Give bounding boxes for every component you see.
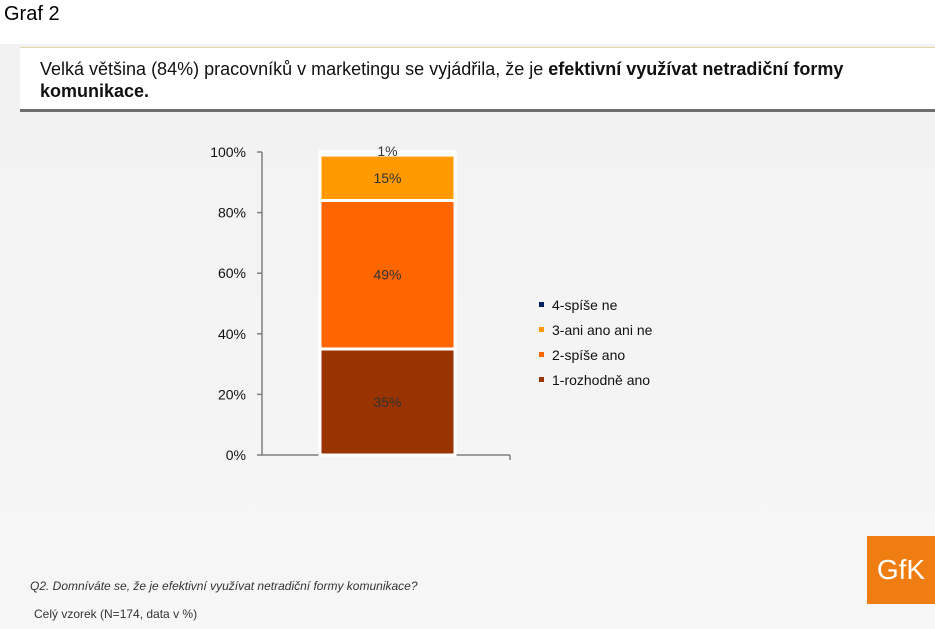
legend-entry: 1-rozhodně ano [552,372,650,388]
headline: Velká většina (84%) pracovníků v marketi… [40,58,920,102]
bar-data-label: 35% [373,394,401,410]
legend-entry: 3-ani ano ani ne [552,322,653,338]
bar-segment [318,150,457,157]
headline-normal: Velká většina (84%) pracovníků v marketi… [40,59,549,79]
bar-segment [318,347,457,457]
legend-swatch [539,327,544,332]
survey-question: Q2. Domníváte se, že je efektivní využív… [30,579,418,593]
y-tick-label: 0% [226,447,246,463]
legend-swatch [539,302,544,307]
bar-data-label: 1% [377,143,397,159]
legend-entry: 2-spíše ano [552,347,625,363]
top-strip [0,0,935,44]
bar-data-label: 15% [373,170,401,186]
headline-box: Velká většina (84%) pracovníků v marketi… [20,47,935,112]
y-tick-label: 100% [210,144,246,160]
y-tick-label: 40% [218,326,246,342]
gfk-logo: GfK [867,536,935,604]
y-tick-label: 80% [218,205,246,221]
legend-entry: 4-spíše ne [552,297,618,313]
y-tick-label: 60% [218,265,246,281]
bar-data-label: 49% [373,267,401,283]
y-tick-label: 20% [218,386,246,402]
chart-panel [0,44,935,629]
legend-swatch [539,352,544,357]
sample-note: Celý vzorek (N=174, data v %) [34,607,198,621]
legend-swatch [539,377,544,382]
graf-label: Graf 2 [4,3,60,25]
headline-bold: efektivní využívat netradiční formy komu… [40,59,844,101]
